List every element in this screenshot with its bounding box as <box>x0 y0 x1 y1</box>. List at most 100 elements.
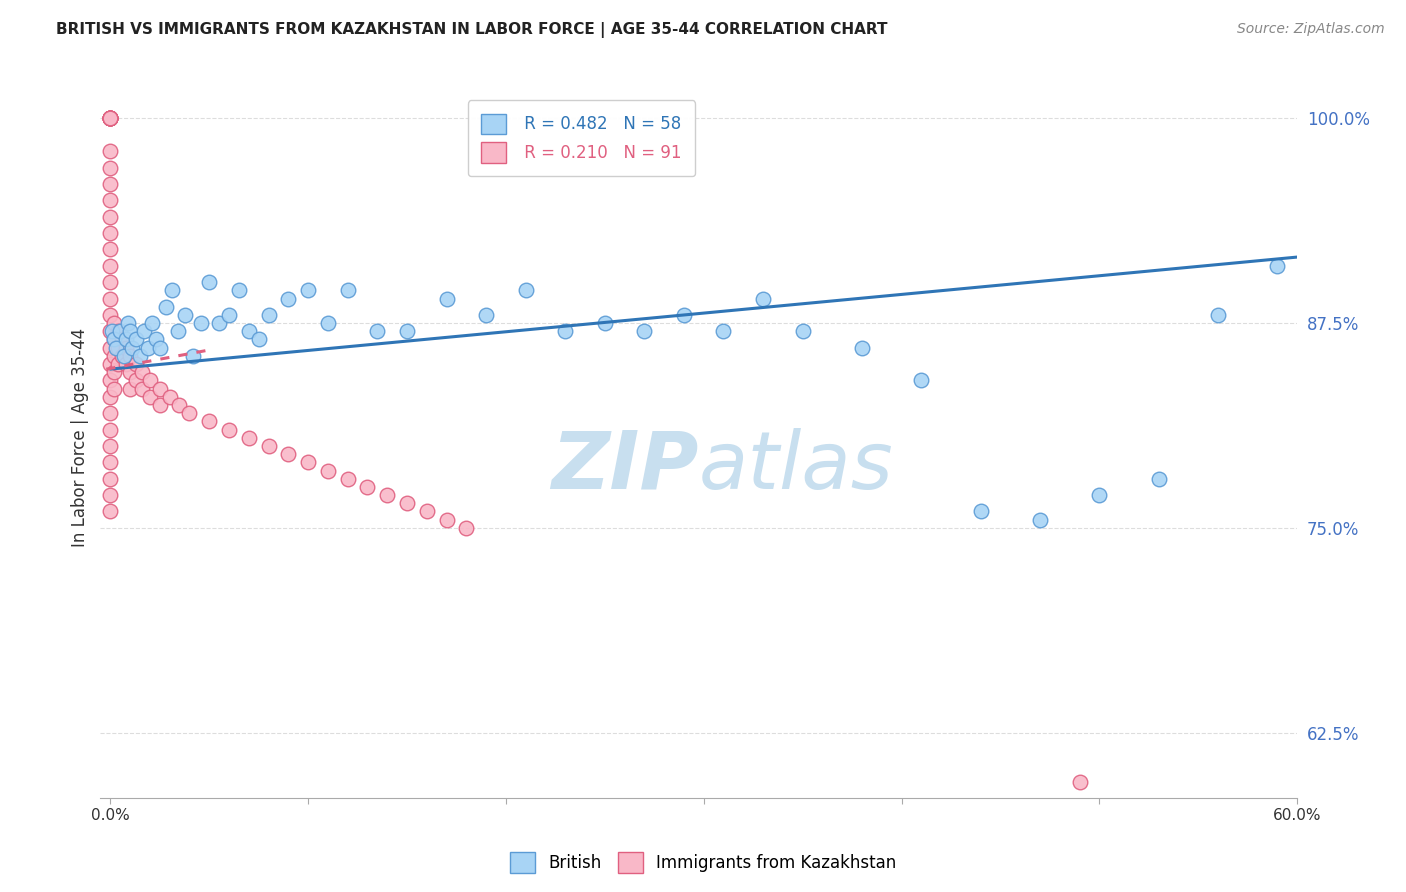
Point <box>515 284 537 298</box>
Point <box>98 504 121 518</box>
Point <box>105 341 128 355</box>
Point <box>139 390 162 404</box>
Point <box>121 341 143 355</box>
Point <box>160 284 183 298</box>
Point <box>101 324 124 338</box>
Point <box>111 349 134 363</box>
Point <box>112 349 135 363</box>
Text: BRITISH VS IMMIGRANTS FROM KAZAKHSTAN IN LABOR FORCE | AGE 35-44 CORRELATION CHA: BRITISH VS IMMIGRANTS FROM KAZAKHSTAN IN… <box>56 22 887 38</box>
Point <box>125 357 148 371</box>
Text: ZIP: ZIP <box>551 427 699 506</box>
Point <box>969 504 991 518</box>
Point <box>375 488 398 502</box>
Point <box>98 373 121 387</box>
Point <box>257 308 280 322</box>
Point <box>851 341 873 355</box>
Point <box>155 300 177 314</box>
Point <box>316 316 339 330</box>
Point <box>117 316 139 330</box>
Point <box>111 333 134 347</box>
Point <box>247 333 270 347</box>
Point <box>1088 488 1111 502</box>
Point <box>1029 513 1052 527</box>
Point <box>103 365 125 379</box>
Point <box>98 390 121 404</box>
Point <box>108 324 131 338</box>
Point <box>98 112 121 126</box>
Point <box>107 341 129 355</box>
Point <box>1267 259 1289 273</box>
Point <box>166 324 188 338</box>
Point <box>145 333 167 347</box>
Legend: British, Immigrants from Kazakhstan: British, Immigrants from Kazakhstan <box>503 846 903 880</box>
Point <box>98 455 121 469</box>
Point <box>98 112 121 126</box>
Point <box>277 292 299 306</box>
Point <box>98 259 121 273</box>
Point <box>98 472 121 486</box>
Point <box>395 324 418 338</box>
Point <box>107 357 129 371</box>
Point <box>174 308 197 322</box>
Point <box>336 472 359 486</box>
Point <box>98 488 121 502</box>
Point <box>208 316 231 330</box>
Point <box>98 243 121 257</box>
Point <box>98 357 121 371</box>
Point <box>179 406 201 420</box>
Point <box>98 226 121 240</box>
Point <box>98 275 121 289</box>
Point <box>139 373 162 387</box>
Point <box>98 406 121 420</box>
Point <box>98 112 121 126</box>
Point <box>238 431 260 445</box>
Point <box>98 112 121 126</box>
Point <box>98 112 121 126</box>
Point <box>554 324 576 338</box>
Point <box>98 341 121 355</box>
Point <box>125 373 148 387</box>
Point <box>118 365 141 379</box>
Point <box>115 357 138 371</box>
Point <box>149 398 172 412</box>
Point <box>218 423 240 437</box>
Point <box>118 324 141 338</box>
Point <box>910 373 932 387</box>
Point <box>131 365 153 379</box>
Point <box>1147 472 1170 486</box>
Point <box>316 463 339 477</box>
Point <box>132 324 155 338</box>
Text: atlas: atlas <box>699 427 894 506</box>
Point <box>218 308 240 322</box>
Point <box>169 398 191 412</box>
Point <box>672 308 695 322</box>
Point <box>141 316 163 330</box>
Point <box>118 382 141 396</box>
Point <box>98 112 121 126</box>
Point <box>98 112 121 126</box>
Text: Source: ZipAtlas.com: Source: ZipAtlas.com <box>1237 22 1385 37</box>
Point <box>103 316 125 330</box>
Point <box>118 349 141 363</box>
Point <box>98 194 121 208</box>
Point <box>198 275 221 289</box>
Point <box>593 316 616 330</box>
Point <box>103 349 125 363</box>
Point <box>98 292 121 306</box>
Point <box>366 324 388 338</box>
Point <box>98 439 121 453</box>
Point <box>103 333 125 347</box>
Point <box>1069 774 1091 789</box>
Point <box>98 144 121 158</box>
Point <box>107 324 129 338</box>
Point <box>456 521 478 535</box>
Point <box>228 284 250 298</box>
Point <box>149 382 172 396</box>
Point <box>103 382 125 396</box>
Point <box>633 324 655 338</box>
Point <box>277 447 299 461</box>
Point <box>436 292 458 306</box>
Point <box>98 210 121 224</box>
Point <box>131 382 153 396</box>
Point <box>356 480 378 494</box>
